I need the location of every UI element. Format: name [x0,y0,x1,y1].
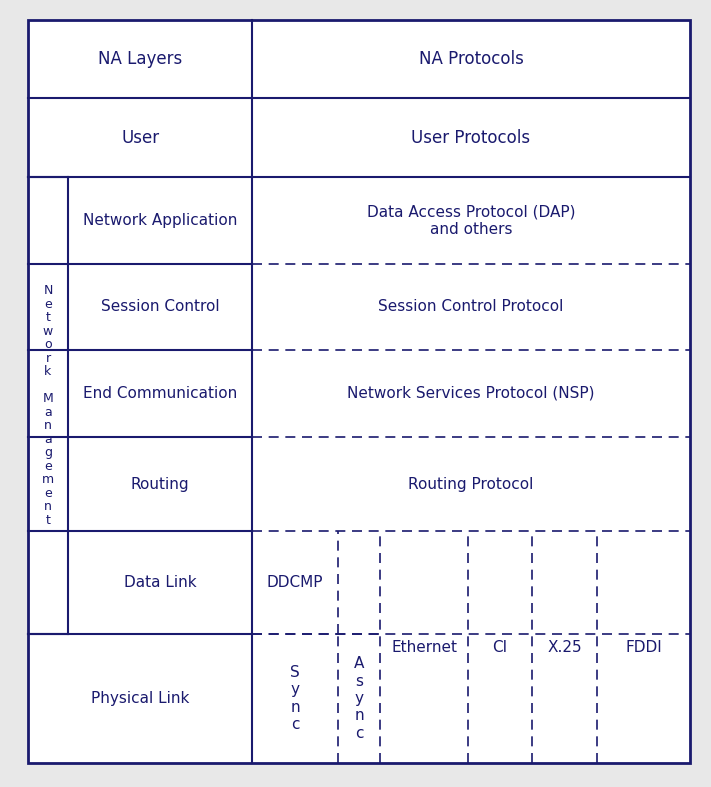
Text: Session Control Protocol: Session Control Protocol [378,299,564,315]
Text: X.25: X.25 [547,640,582,655]
Text: Data Access Protocol (DAP)
and others: Data Access Protocol (DAP) and others [367,204,575,237]
Text: Data Link: Data Link [124,575,196,590]
Text: End Communication: End Communication [83,386,237,401]
Text: Network Services Protocol (NSP): Network Services Protocol (NSP) [347,386,595,401]
Text: CI: CI [492,640,508,655]
Text: Physical Link: Physical Link [91,691,190,706]
Text: NA Protocols: NA Protocols [419,50,523,68]
Text: FDDI: FDDI [625,640,662,655]
Text: A
s
y
n
c: A s y n c [354,656,364,741]
Text: Network Application: Network Application [82,212,237,228]
Text: NA Layers: NA Layers [98,50,183,68]
Text: User: User [122,129,159,146]
Text: DDCMP: DDCMP [267,575,324,590]
Text: Session Control: Session Control [101,299,219,315]
Text: S
y
n
c: S y n c [290,665,300,732]
Text: Ethernet: Ethernet [391,640,457,655]
Text: Routing: Routing [131,476,189,492]
Text: User Protocols: User Protocols [412,129,530,146]
Text: Routing Protocol: Routing Protocol [408,476,534,492]
Text: N
e
t
w
o
r
k
 
M
a
n
a
g
e
m
e
n
t: N e t w o r k M a n a g e m e n t [42,284,54,527]
